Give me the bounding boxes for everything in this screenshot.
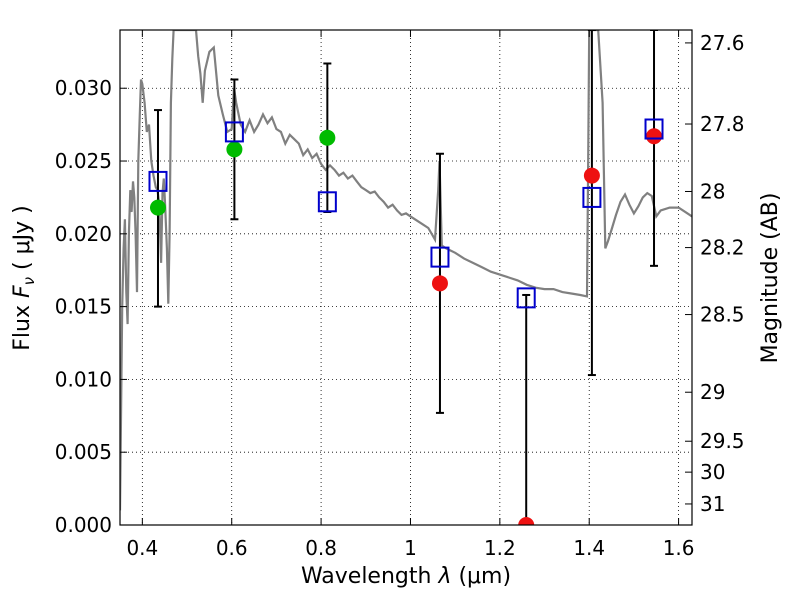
y2-tick-label: 27.8 — [700, 112, 745, 136]
y-tick-label: 0.025 — [55, 149, 112, 173]
y2-axis-ticks: 27.6 27.8 28 28.2 28.5 29 29.5 30 31 — [685, 31, 745, 516]
y-tick-label: 0.010 — [55, 367, 112, 391]
x-tick-label: 1.6 — [663, 536, 695, 560]
y-axis-ticks: 0.000 0.005 0.010 0.015 0.020 0.025 0.030 — [55, 76, 127, 537]
x-tick-label: 0.4 — [126, 536, 158, 560]
observed-point — [583, 167, 600, 184]
x-tick-label: 0.8 — [305, 536, 337, 560]
y2-tick-label: 29 — [700, 380, 725, 404]
y2-tick-label: 31 — [700, 492, 725, 516]
model-box — [430, 246, 450, 268]
x-tick-label: 1 — [404, 536, 417, 560]
observed-point — [518, 517, 535, 525]
y-tick-label: 0.000 — [55, 513, 112, 537]
y2-tick-label: 28 — [700, 179, 725, 203]
plot-frame — [119, 29, 693, 526]
y2-tick-label: 29.5 — [700, 429, 745, 453]
y2-axis-label: Magnitude (AB) — [758, 193, 783, 364]
y2-tick-label: 27.6 — [700, 31, 745, 55]
y-tick-label: 0.020 — [55, 222, 112, 246]
y-tick-label: 0.030 — [55, 76, 112, 100]
model-box — [148, 170, 168, 192]
model-box — [516, 287, 536, 309]
observed-point — [226, 141, 243, 158]
x-tick-label: 1.2 — [484, 536, 516, 560]
observed-point — [319, 129, 336, 146]
y2-tick-label: 28.5 — [700, 303, 745, 327]
model-box — [582, 186, 602, 208]
y-axis-label: Flux Fν ( μJy ) — [10, 205, 38, 350]
x-tick-label: 1.4 — [573, 536, 605, 560]
model-boxes — [148, 118, 664, 309]
y2-tick-label: 30 — [700, 460, 725, 484]
observed-point — [431, 275, 448, 292]
x-tick-label: 0.6 — [216, 536, 248, 560]
y-tick-label: 0.005 — [55, 440, 112, 464]
plot-area — [120, 30, 692, 525]
observed-points — [149, 128, 663, 525]
x-axis-ticks: 0.4 0.6 0.8 1 1.2 1.4 1.6 — [126, 30, 695, 560]
model-box — [224, 121, 244, 143]
model-box — [644, 118, 664, 140]
observed-point — [149, 199, 166, 216]
observed-point — [646, 128, 663, 145]
y-tick-label: 0.015 — [55, 295, 112, 319]
x-axis-label: Wavelength λ (μm) — [301, 564, 511, 589]
model-box — [317, 191, 337, 213]
y2-tick-label: 28.2 — [700, 236, 745, 260]
